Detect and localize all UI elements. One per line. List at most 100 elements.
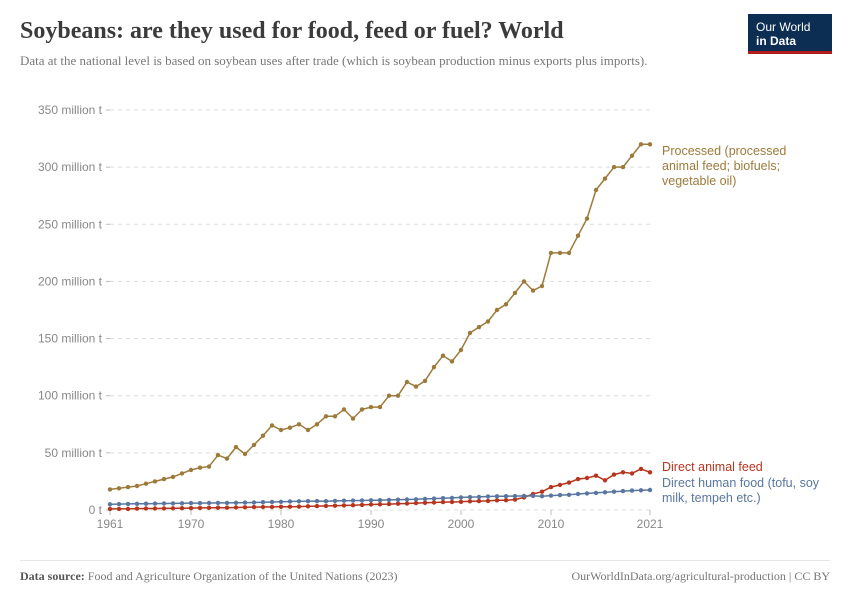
series-point-processed bbox=[576, 234, 580, 238]
series-point-direct-animal-feed bbox=[549, 485, 553, 489]
series-point-processed bbox=[306, 428, 310, 432]
series-point-direct-animal-feed bbox=[261, 505, 265, 509]
owid-logo: Our World in Data bbox=[748, 14, 832, 54]
series-point-direct-animal-feed bbox=[144, 506, 148, 510]
series-point-processed bbox=[297, 422, 301, 426]
series-point-processed bbox=[261, 434, 265, 438]
series-point-processed bbox=[450, 359, 454, 363]
series-point-processed bbox=[522, 279, 526, 283]
footer-right: OurWorldInData.org/agricultural-producti… bbox=[572, 569, 831, 584]
series-point-processed bbox=[621, 165, 625, 169]
series-point-direct-animal-feed bbox=[324, 504, 328, 508]
series-point-processed bbox=[603, 176, 607, 180]
series-point-direct-animal-feed bbox=[594, 474, 598, 478]
series-point-direct-human-food bbox=[549, 493, 553, 497]
series-point-processed bbox=[585, 216, 589, 220]
series-point-direct-human-food bbox=[450, 496, 454, 500]
series-point-processed bbox=[270, 423, 274, 427]
series-point-processed bbox=[144, 482, 148, 486]
series-point-direct-animal-feed bbox=[477, 499, 481, 503]
series-line-processed bbox=[110, 144, 650, 489]
y-tick-label: 350 million t bbox=[38, 103, 103, 117]
x-tick-label: 2010 bbox=[538, 517, 565, 530]
series-point-direct-human-food bbox=[396, 498, 400, 502]
series-point-processed bbox=[486, 319, 490, 323]
series-point-direct-animal-feed bbox=[432, 500, 436, 504]
footer-source-text: Food and Agriculture Organization of the… bbox=[88, 569, 398, 583]
series-point-direct-human-food bbox=[432, 496, 436, 500]
series-point-direct-animal-feed bbox=[450, 500, 454, 504]
series-point-processed bbox=[405, 380, 409, 384]
series-point-processed bbox=[396, 394, 400, 398]
series-point-processed bbox=[639, 142, 643, 146]
series-point-processed bbox=[549, 251, 553, 255]
series-point-direct-human-food bbox=[351, 498, 355, 502]
series-point-direct-human-food bbox=[261, 500, 265, 504]
series-point-processed bbox=[180, 471, 184, 475]
series-point-direct-animal-feed bbox=[360, 503, 364, 507]
series-point-direct-animal-feed bbox=[441, 500, 445, 504]
series-point-direct-animal-feed bbox=[180, 506, 184, 510]
series-point-direct-human-food bbox=[297, 499, 301, 503]
series-point-processed bbox=[441, 354, 445, 358]
series-point-processed bbox=[459, 348, 463, 352]
y-tick-label: 50 million t bbox=[45, 446, 103, 460]
series-point-direct-animal-feed bbox=[234, 505, 238, 509]
series-point-direct-animal-feed bbox=[315, 504, 319, 508]
series-point-processed bbox=[216, 453, 220, 457]
series-point-direct-human-food bbox=[405, 497, 409, 501]
series-point-direct-human-food bbox=[162, 501, 166, 505]
series-point-processed bbox=[351, 416, 355, 420]
series-point-direct-human-food bbox=[423, 497, 427, 501]
series-point-processed bbox=[558, 251, 562, 255]
x-tick-label: 1970 bbox=[178, 517, 205, 530]
chart-footer: Data source: Food and Agriculture Organi… bbox=[20, 560, 830, 584]
x-tick-label: 2021 bbox=[637, 517, 664, 530]
series-point-processed bbox=[468, 331, 472, 335]
series-point-processed bbox=[135, 484, 139, 488]
series-point-direct-animal-feed bbox=[387, 502, 391, 506]
series-point-processed bbox=[252, 443, 256, 447]
series-point-direct-human-food bbox=[153, 501, 157, 505]
y-tick-label: 300 million t bbox=[38, 160, 103, 174]
series-point-processed bbox=[630, 154, 634, 158]
y-tick-label: 250 million t bbox=[38, 217, 103, 231]
series-point-direct-animal-feed bbox=[216, 506, 220, 510]
series-point-processed bbox=[387, 394, 391, 398]
series-point-direct-animal-feed bbox=[459, 500, 463, 504]
series-point-processed bbox=[423, 379, 427, 383]
series-point-processed bbox=[567, 251, 571, 255]
series-point-processed bbox=[207, 464, 211, 468]
series-point-direct-human-food bbox=[315, 499, 319, 503]
series-point-direct-animal-feed bbox=[243, 505, 247, 509]
series-point-processed bbox=[108, 487, 112, 491]
series-point-direct-animal-feed bbox=[423, 501, 427, 505]
series-point-direct-human-food bbox=[342, 499, 346, 503]
series-point-direct-animal-feed bbox=[297, 504, 301, 508]
series-point-direct-human-food bbox=[252, 500, 256, 504]
series-point-direct-animal-feed bbox=[153, 506, 157, 510]
series-point-direct-animal-feed bbox=[135, 506, 139, 510]
series-point-direct-human-food bbox=[126, 502, 130, 506]
series-point-direct-human-food bbox=[360, 498, 364, 502]
series-point-direct-animal-feed bbox=[279, 505, 283, 509]
series-point-direct-animal-feed bbox=[405, 501, 409, 505]
series-point-direct-animal-feed bbox=[414, 501, 418, 505]
series-point-direct-animal-feed bbox=[252, 505, 256, 509]
series-point-direct-animal-feed bbox=[162, 506, 166, 510]
series-point-direct-human-food bbox=[216, 501, 220, 505]
series-point-direct-animal-feed bbox=[225, 506, 229, 510]
series-point-direct-human-food bbox=[135, 502, 139, 506]
series-point-direct-human-food bbox=[441, 496, 445, 500]
series-point-direct-human-food bbox=[369, 498, 373, 502]
series-point-direct-human-food bbox=[495, 494, 499, 498]
series-point-direct-animal-feed bbox=[603, 478, 607, 482]
series-point-direct-human-food bbox=[630, 488, 634, 492]
y-tick-label: 150 million t bbox=[38, 332, 103, 346]
series-point-processed bbox=[315, 422, 319, 426]
series-point-direct-animal-feed bbox=[351, 503, 355, 507]
series-point-processed bbox=[324, 414, 328, 418]
series-point-processed bbox=[279, 428, 283, 432]
footer-source-label: Data source: bbox=[20, 569, 85, 583]
series-point-direct-human-food bbox=[486, 494, 490, 498]
